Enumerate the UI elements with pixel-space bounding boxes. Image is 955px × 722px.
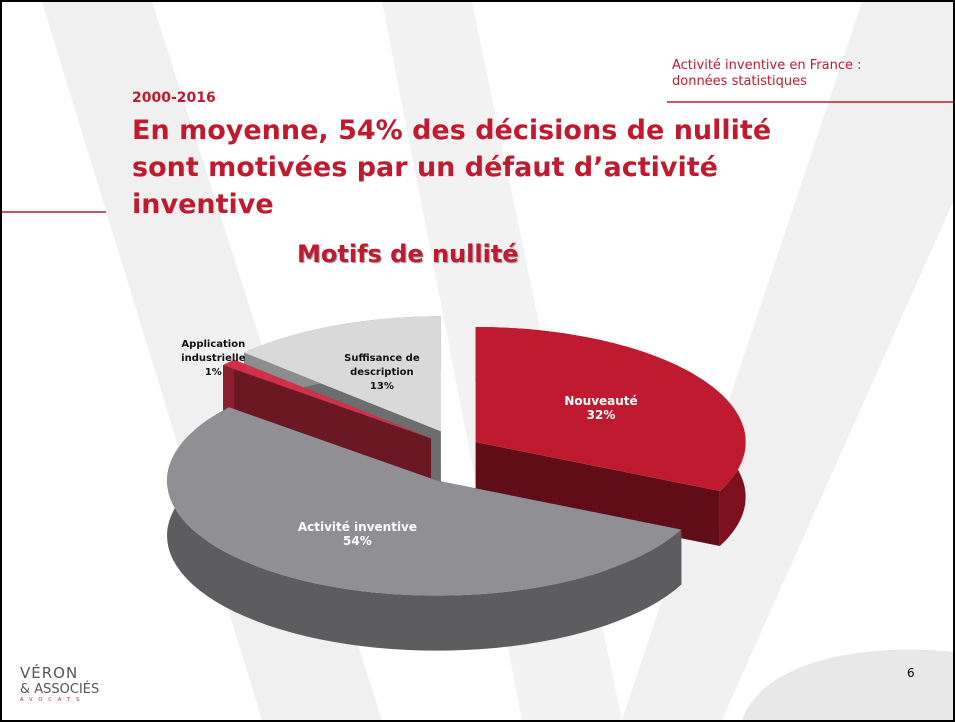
data-label: Suffisance de description 13%	[337, 352, 427, 394]
logo-name: VÉRON	[20, 664, 79, 682]
slice	[223, 359, 431, 439]
data-label: Application industrielle 1%	[168, 338, 258, 380]
header-line: données statistiques	[672, 74, 807, 89]
slice-side	[234, 359, 431, 494]
label-name: Activité inventive	[297, 520, 418, 535]
label-value: 1%	[204, 366, 222, 378]
label-value: 32%	[586, 408, 616, 423]
headline-line: En moyenne, 54% des décisions de nullité	[132, 115, 772, 146]
label-value: 13%	[369, 381, 394, 393]
page-number: 6	[907, 666, 915, 680]
header-line: Activité inventive en France :	[672, 58, 862, 73]
headline: En moyenne, 54% des décisions de nullité…	[132, 112, 771, 223]
label-name: Application industrielle	[181, 338, 246, 364]
logo: VÉRON & ASSOCIÉS AVOCATS	[20, 664, 99, 703]
logo-partners: & ASSOCIÉS	[20, 682, 100, 697]
data-label: Nouveauté 32%	[521, 394, 681, 422]
headline-line: inventive	[132, 189, 274, 220]
chart-title: Motifs de nullité	[297, 240, 519, 268]
bg-shape	[742, 649, 953, 720]
slice	[167, 407, 682, 596]
headline-line: sont motivées par un défaut d’activité	[132, 152, 718, 183]
data-label: Activité inventive 54%	[277, 520, 437, 548]
slice-wall	[223, 359, 235, 421]
logo-tagline: AVOCATS	[20, 697, 86, 703]
slice	[244, 316, 441, 432]
label-name: Suffisance de description	[344, 353, 420, 379]
header: Activité inventive en France : données s…	[672, 58, 861, 90]
period: 2000-2016	[132, 90, 216, 106]
slice-side	[475, 442, 720, 546]
slice-wall	[167, 407, 682, 651]
label-value: 54%	[343, 534, 372, 549]
label-name: Nouveauté	[564, 394, 638, 409]
slice	[475, 327, 746, 491]
